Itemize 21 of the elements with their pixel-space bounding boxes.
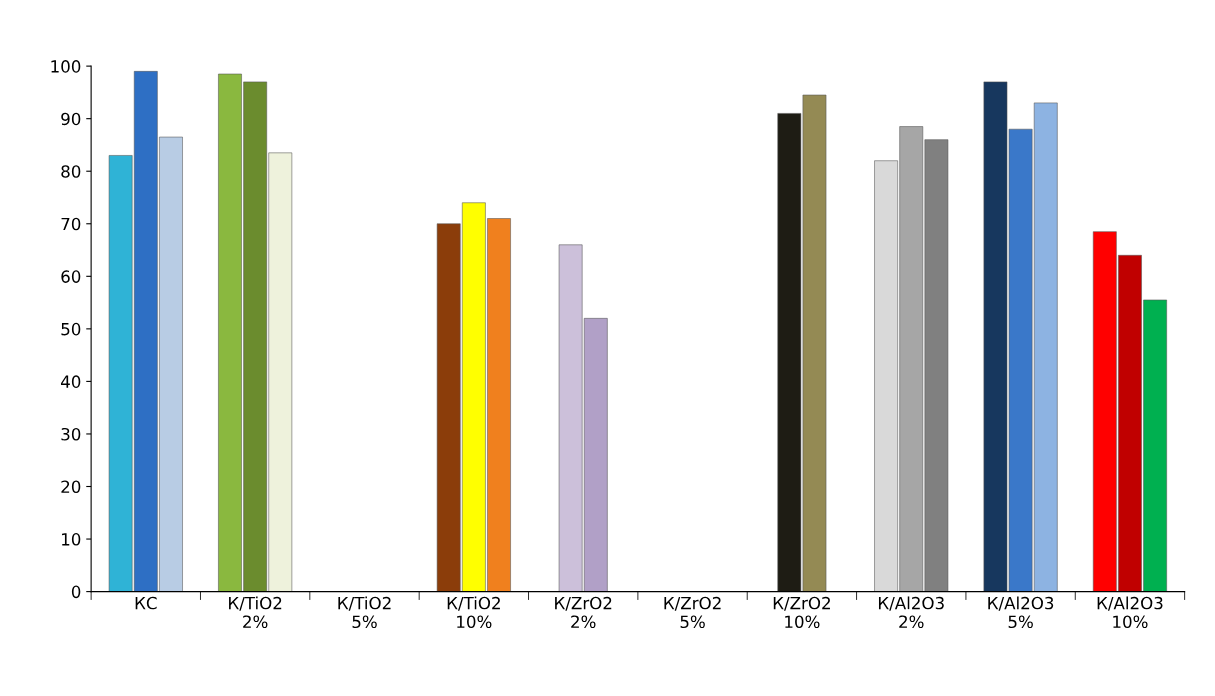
x-tick-label: К/TiO2 2% <box>229 596 282 629</box>
x-tick-label: КС <box>135 596 157 610</box>
x-tick-label: К/ZrO2 2% <box>555 596 612 629</box>
y-tick-label: 0 <box>71 585 81 599</box>
y-tick-label: 20 <box>61 480 81 494</box>
y-tick-label: 100 <box>51 60 81 73</box>
y-tick-label: 10 <box>62 533 81 546</box>
x-tick-label: К/TiO2 5% <box>338 596 391 629</box>
y-tick-label: 80 <box>61 165 81 178</box>
y-tick-label: 50 <box>61 322 81 336</box>
x-tick-label: К/TiO2 10% <box>447 596 500 629</box>
y-tick-label: 30 <box>61 427 81 441</box>
x-tick-label: К/Al2O3 5% <box>988 596 1054 629</box>
y-tick-label: 90 <box>61 112 81 126</box>
y-tick-label: 70 <box>61 217 81 231</box>
x-tick-label: К/Al2O3 2% <box>878 596 944 629</box>
x-tick-label: К/ZrO2 5% <box>664 596 721 629</box>
y-tick-label: 40 <box>61 375 81 388</box>
y-tick-label: 60 <box>61 270 81 283</box>
x-tick-label: К/ZrO2 10% <box>773 596 830 629</box>
x-tick-label: К/Al2O3 10% <box>1097 596 1163 629</box>
